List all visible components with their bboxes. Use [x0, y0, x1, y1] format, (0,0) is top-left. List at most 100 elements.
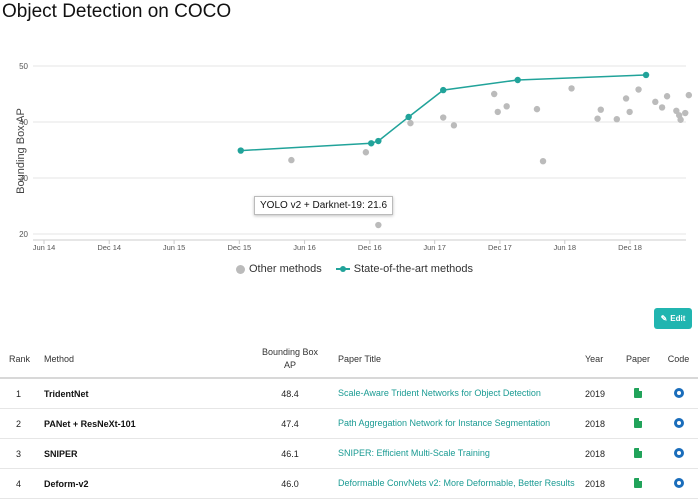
paper-title-link[interactable]: Scale-Aware Trident Networks for Object … — [338, 388, 541, 398]
rank-cell: 4 — [0, 468, 40, 499]
other-method-point — [362, 149, 370, 156]
paper-title-cell: Scale-Aware Trident Networks for Object … — [325, 378, 581, 409]
other-method-point — [490, 90, 498, 98]
other-method-point — [622, 95, 630, 102]
other-method-point — [677, 116, 684, 123]
other-method-point — [568, 85, 575, 92]
y-tick-label: 30 — [19, 174, 28, 183]
ap-cell: 46.1 — [255, 438, 325, 469]
other-method-point — [652, 98, 659, 106]
header-rank[interactable]: Rank — [0, 341, 40, 379]
other-method-point — [450, 122, 458, 129]
table-row: 3 SNIPER 46.1 SNIPER: Efficient Multi-Scale… — [0, 438, 698, 469]
sota-point — [375, 137, 382, 145]
y-tick-label: 50 — [19, 62, 28, 71]
other-method-point — [503, 103, 510, 110]
x-tick-label: Dec 17 — [488, 243, 512, 252]
x-tick-label: Dec 16 — [358, 243, 382, 252]
table-row: 4 Deform-v2 46.0 Deformable ConvNets v2: Mo… — [0, 468, 698, 499]
sota-point — [405, 113, 412, 121]
paper-cell — [617, 378, 659, 409]
other-method-point — [597, 106, 604, 113]
chart-legend: Other methods State-of-the-art methods — [236, 263, 473, 275]
other-method-point — [539, 158, 547, 165]
rank-cell: 1 — [0, 378, 40, 409]
header-ap[interactable]: Bounding Box AP — [255, 341, 325, 379]
legend-teal-line-icon — [335, 266, 350, 272]
x-tick-label: Jun 15 — [163, 243, 186, 252]
page-title: Object Detection on COCO — [2, 1, 232, 22]
other-method-point — [663, 93, 671, 100]
paper-cell — [617, 408, 659, 439]
paper-title-link[interactable]: Deformable ConvNets v2: More Deformable,… — [338, 478, 575, 488]
year-cell: 2018 — [581, 438, 617, 469]
legend-sota-methods[interactable]: State-of-the-art methods — [335, 263, 473, 275]
year-cell: 2019 — [581, 378, 617, 409]
other-method-point — [440, 114, 447, 121]
ap-cell: 46.0 — [255, 468, 325, 499]
ap-cell: 47.4 — [255, 408, 325, 439]
x-tick-label: Dec 14 — [97, 243, 121, 252]
edit-button-label: Edit — [670, 314, 686, 323]
x-tick-label: Jun 18 — [554, 243, 577, 252]
header-year[interactable]: Year — [581, 341, 617, 379]
ap-cell: 48.4 — [255, 378, 325, 409]
other-method-point — [658, 104, 666, 111]
x-tick-label: Jun 14 — [33, 243, 56, 252]
paper-title-cell: SNIPER: Efficient Multi-Scale Training — [325, 438, 581, 469]
github-icon[interactable] — [673, 447, 684, 458]
other-method-point — [626, 108, 633, 116]
paper-pdf-icon[interactable] — [634, 387, 642, 398]
paper-pdf-icon[interactable] — [634, 417, 642, 428]
x-tick-label: Dec 15 — [227, 243, 251, 252]
sota-line — [240, 74, 647, 152]
edit-button[interactable]: ✎ Edit — [654, 308, 692, 329]
paper-pdf-icon[interactable] — [634, 477, 642, 488]
y-tick-label: 20 — [19, 230, 28, 239]
header-code: Code — [659, 341, 698, 379]
paper-title-cell: Path Aggregation Network for Instance Se… — [325, 408, 581, 439]
other-method-point — [613, 116, 621, 123]
paper-title-link[interactable]: Path Aggregation Network for Instance Se… — [338, 418, 551, 428]
legend-label: State-of-the-art methods — [353, 263, 473, 275]
header-method[interactable]: Method — [40, 341, 255, 379]
header-paper-title: Paper Title — [325, 341, 581, 379]
paper-pdf-icon[interactable] — [634, 447, 642, 458]
x-tick-label: Dec 18 — [618, 243, 642, 252]
github-icon[interactable] — [673, 417, 684, 428]
rank-cell: 2 — [0, 408, 40, 439]
paper-cell — [617, 438, 659, 469]
method-cell[interactable]: PANet + ResNeXt-101 — [40, 408, 255, 439]
legend-other-methods[interactable]: Other methods — [236, 263, 322, 275]
paper-title-link[interactable]: SNIPER: Efficient Multi-Scale Training — [338, 448, 490, 458]
other-method-point — [375, 221, 382, 229]
chart-tooltip: YOLO v2 + Darknet-19: 21.6 — [254, 196, 394, 215]
code-cell — [659, 378, 698, 409]
other-method-point — [494, 108, 501, 116]
sota-chart: 20 30 40 50 Jun 14 Dec 14 Jun 15 Dec 15 Jun 16 D… — [19, 62, 693, 252]
method-cell[interactable]: TridentNet — [40, 378, 255, 409]
year-cell: 2018 — [581, 468, 617, 499]
sota-point — [514, 76, 521, 84]
table-header-row: Rank Method Bounding Box AP Paper Title … — [0, 341, 698, 379]
rank-cell: 3 — [0, 438, 40, 469]
paper-cell — [617, 468, 659, 499]
method-cell[interactable]: Deform-v2 — [40, 468, 255, 499]
other-method-point — [685, 91, 693, 99]
github-icon[interactable] — [673, 387, 684, 398]
x-tick-label: Jun 16 — [293, 243, 316, 252]
legend-grey-dot-icon — [236, 264, 245, 274]
other-method-point — [407, 119, 414, 127]
other-method-point — [635, 86, 642, 93]
sota-point — [642, 71, 650, 79]
github-icon[interactable] — [673, 477, 684, 488]
header-paper: Paper — [617, 341, 659, 379]
paper-title-cell: Deformable ConvNets v2: More Deformable,… — [325, 468, 581, 499]
table-row: 2 PANet + ResNeXt-101 47.4 Path Aggregation… — [0, 408, 698, 439]
year-cell: 2018 — [581, 408, 617, 439]
pencil-icon: ✎ — [660, 314, 668, 323]
method-cell[interactable]: SNIPER — [40, 438, 255, 469]
y-tick-label: 40 — [19, 118, 28, 127]
x-tick-label: Jun 17 — [423, 243, 446, 252]
sota-point — [368, 140, 375, 147]
